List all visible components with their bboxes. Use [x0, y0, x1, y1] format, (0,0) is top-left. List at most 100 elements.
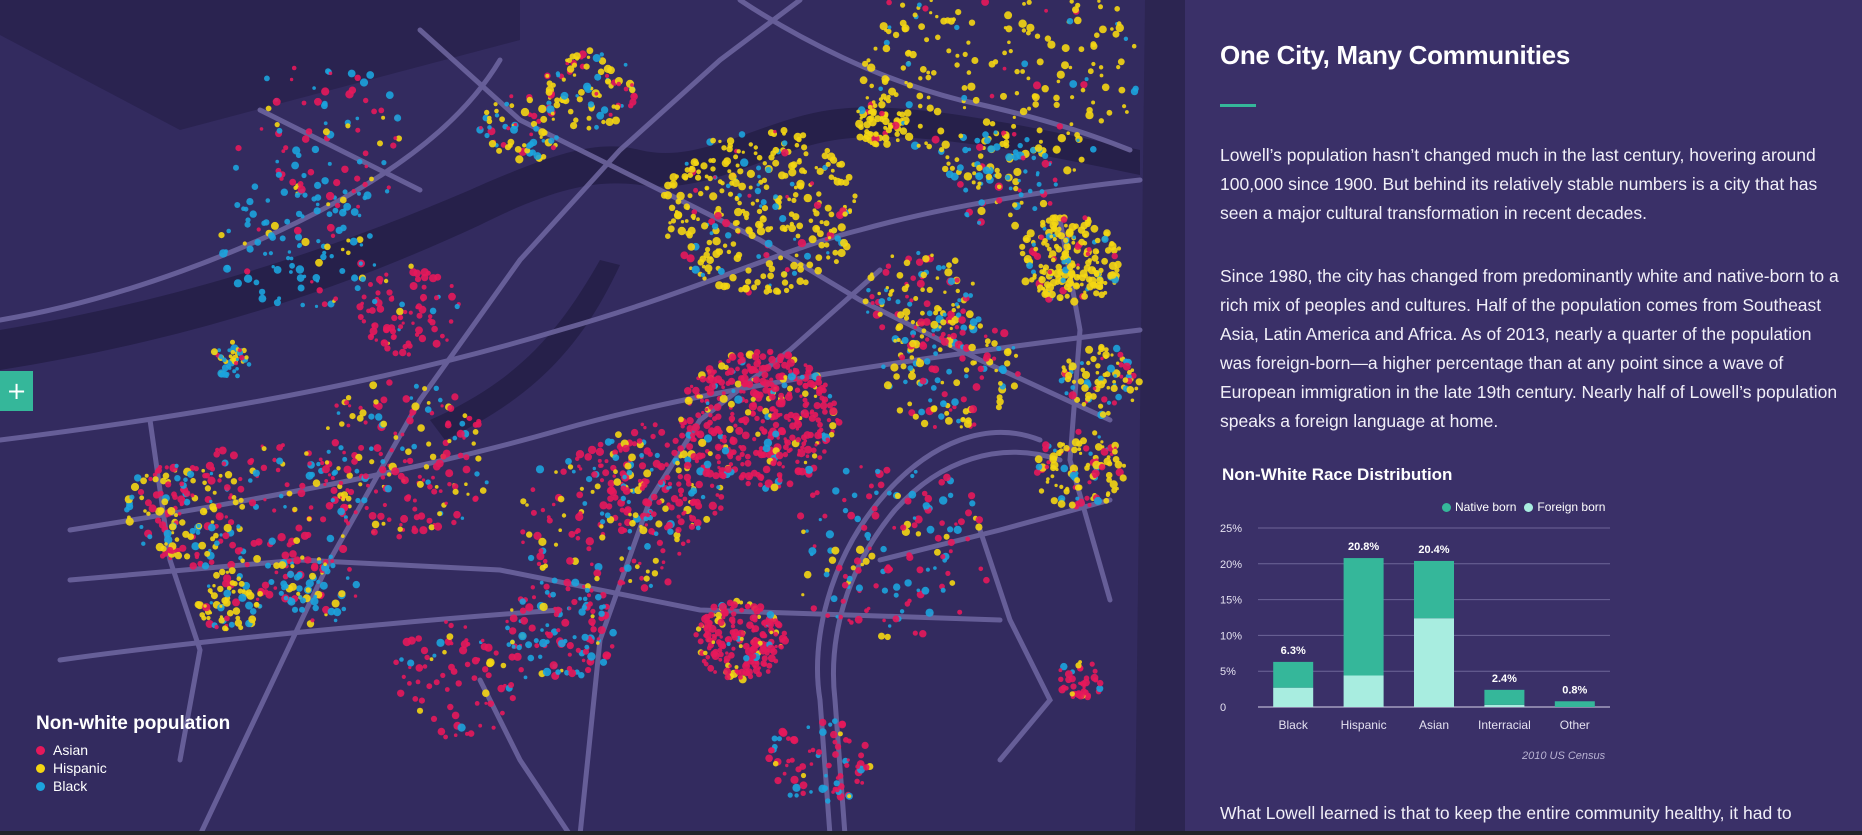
population-dot — [810, 747, 816, 753]
population-dot — [1089, 661, 1095, 667]
population-dot — [480, 638, 485, 643]
population-dot — [241, 206, 246, 211]
population-dot — [811, 453, 818, 459]
population-dot — [1033, 252, 1042, 260]
map[interactable]: + Non-white population Asian Hispanic Bl… — [0, 0, 1185, 835]
population-dot — [576, 491, 584, 499]
map-canvas[interactable] — [0, 0, 1185, 835]
population-dot — [718, 471, 725, 479]
population-dot — [220, 370, 228, 378]
population-dot — [869, 108, 877, 116]
population-dot — [912, 516, 917, 520]
population-dot — [786, 758, 791, 764]
population-dot — [765, 452, 772, 459]
population-dot — [904, 109, 912, 117]
population-dot — [1005, 349, 1009, 353]
population-dot — [378, 107, 385, 114]
population-dot — [792, 213, 800, 221]
population-dot — [729, 274, 737, 282]
population-dot — [261, 581, 270, 589]
population-dot — [976, 164, 983, 172]
population-dot — [785, 224, 790, 228]
population-dot — [871, 140, 879, 147]
population-dot — [566, 557, 574, 565]
population-dot — [385, 91, 394, 99]
population-dot — [917, 123, 923, 129]
population-dot — [977, 153, 984, 159]
population-dot — [1085, 259, 1092, 266]
population-dot — [324, 612, 328, 617]
population-dot — [860, 562, 865, 567]
population-dot — [582, 585, 586, 589]
population-dot — [940, 587, 946, 593]
population-dot — [655, 520, 663, 528]
population-dot — [174, 513, 178, 518]
population-dot — [418, 697, 425, 704]
population-dot — [1065, 229, 1074, 238]
population-dot — [895, 138, 900, 143]
population-dot — [880, 545, 887, 553]
population-dot — [640, 584, 649, 592]
population-dot — [1066, 131, 1070, 135]
population-dot — [532, 595, 536, 600]
population-dot — [863, 121, 871, 129]
population-dot — [383, 278, 389, 284]
population-dot — [740, 379, 748, 387]
population-dot — [906, 82, 914, 89]
population-dot — [174, 537, 180, 542]
population-dot — [905, 101, 913, 109]
population-dot — [772, 760, 779, 767]
population-dot — [992, 356, 997, 361]
zoom-in-button[interactable]: + — [0, 371, 33, 411]
population-dot — [1000, 329, 1009, 338]
population-dot — [363, 420, 368, 425]
population-dot — [789, 221, 794, 227]
population-dot — [1013, 353, 1019, 358]
population-dot — [312, 274, 321, 282]
population-dot — [954, 62, 960, 68]
chart-legend-native: Native born — [1442, 500, 1516, 514]
population-dot — [841, 581, 849, 589]
population-dot — [283, 505, 287, 509]
population-dot — [639, 575, 644, 581]
population-dot — [649, 467, 654, 472]
population-dot — [225, 363, 231, 369]
population-dot — [966, 40, 971, 45]
population-dot — [781, 279, 789, 286]
population-dot — [566, 57, 573, 64]
population-dot — [623, 86, 629, 92]
population-dot — [943, 473, 951, 482]
population-dot — [423, 464, 430, 470]
population-dot — [1117, 58, 1125, 66]
population-dot — [295, 152, 302, 159]
population-dot — [522, 143, 527, 148]
population-dot — [894, 492, 902, 499]
population-dot — [377, 512, 385, 521]
population-dot — [833, 176, 837, 181]
population-dot — [938, 479, 945, 486]
population-dot — [802, 279, 809, 286]
population-dot — [775, 373, 783, 381]
population-dot — [1061, 259, 1067, 265]
population-dot — [768, 154, 775, 161]
population-dot — [323, 562, 327, 566]
population-dot — [851, 492, 858, 499]
population-dot — [369, 176, 374, 182]
population-dot — [342, 189, 348, 195]
population-dot — [705, 655, 711, 660]
population-dot — [281, 149, 286, 154]
population-dot — [794, 142, 800, 148]
population-dot — [643, 469, 652, 478]
population-dot — [717, 433, 724, 440]
population-dot — [680, 541, 686, 547]
population-dot — [1010, 382, 1019, 390]
population-dot — [1057, 134, 1067, 143]
population-dot — [523, 675, 528, 680]
population-dot — [334, 202, 341, 209]
population-dot — [657, 463, 666, 471]
population-dot — [766, 644, 776, 654]
population-dot — [471, 675, 478, 681]
population-dot — [573, 117, 579, 123]
population-dot — [540, 115, 548, 123]
population-dot — [314, 97, 322, 106]
